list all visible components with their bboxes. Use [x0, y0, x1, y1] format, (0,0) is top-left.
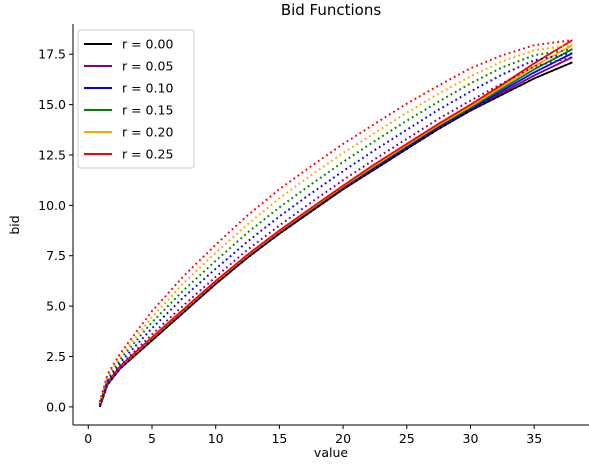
axes-frame: [72, 24, 589, 426]
series-line-10: [98, 44, 573, 404]
plot-lines: [98, 39, 573, 408]
x-tick-label: 35: [526, 431, 542, 446]
legend-box: [77, 29, 195, 169]
y-tick-label: 17.5: [38, 47, 66, 62]
x-tick-label: 5: [148, 431, 156, 446]
y-tick-label: 7.5: [46, 248, 66, 263]
x-tick-label: 0: [84, 431, 92, 446]
legend-label: r = 0.05: [122, 59, 173, 74]
legend-label: r = 0.10: [122, 81, 173, 96]
x-tick-label: 15: [271, 431, 287, 446]
series-line-6: [98, 61, 573, 408]
series-line-7: [98, 56, 573, 407]
y-tick-label: 12.5: [38, 147, 66, 162]
x-axis-ticks: 0 5 10 15 20 25 30 35: [84, 425, 542, 446]
legend-label: r = 0.25: [122, 147, 173, 162]
x-tick-label: 10: [208, 431, 224, 446]
y-axis-ticks: 0.0 2.5 5.0 7.5 10.0 12.5 15.0 17.5: [38, 47, 73, 414]
legend-label: r = 0.15: [122, 103, 173, 118]
series-line-5: [98, 39, 573, 405]
series-line-11: [98, 39, 573, 403]
chart-title: Bid Functions: [281, 1, 382, 19]
legend-label: r = 0.00: [122, 37, 173, 52]
y-tick-label: 5.0: [46, 299, 66, 314]
x-tick-label: 30: [463, 431, 479, 446]
y-tick-label: 0.0: [46, 399, 66, 414]
legend: r = 0.00 r = 0.05 r = 0.10 r = 0.15 r = 0.20…: [77, 29, 195, 169]
y-tick-label: 10.0: [38, 198, 66, 213]
y-tick-label: 15.0: [38, 97, 66, 112]
legend-label: r = 0.20: [122, 125, 173, 140]
x-tick-label: 20: [335, 431, 351, 446]
x-tick-label: 25: [399, 431, 415, 446]
y-tick-label: 2.5: [46, 349, 66, 364]
y-axis-label: bid: [7, 215, 22, 234]
x-axis-label: value: [314, 445, 348, 460]
